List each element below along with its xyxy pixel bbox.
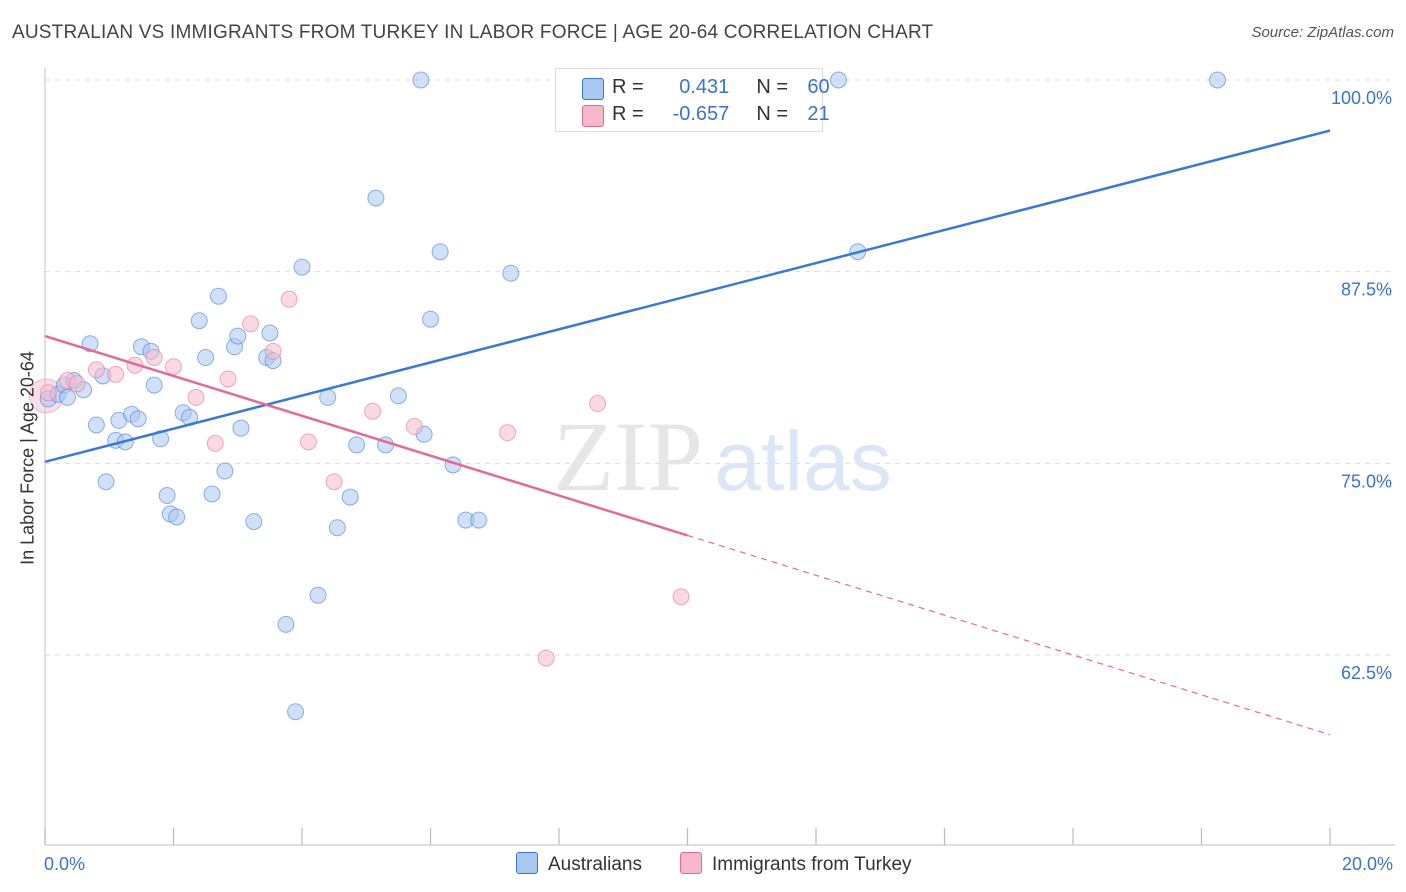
data-point [470,511,488,529]
data-point [58,388,76,406]
legend-swatch-australians [516,852,538,874]
y-tick-label: 87.5% [1341,280,1392,300]
r-value: -0.657 [672,103,730,125]
data-point [158,487,176,505]
data-point [672,588,690,606]
trend-line-turkey-extension [687,534,1331,736]
data-point [165,358,182,376]
y-tick-label: 100.0% [1331,88,1392,108]
data-point [499,424,517,442]
data-point [367,189,385,207]
data-point [187,388,205,406]
bottom-legend-turkey[interactable]: Immigrants from Turkey [680,852,912,876]
data-point [145,349,163,367]
r-label: R = [612,103,644,125]
x-tick-label: 0.0% [44,854,85,874]
n-label: N = [756,103,789,125]
data-point [264,342,282,360]
watermark-zip: ZIP [553,401,703,512]
data-point [328,519,346,537]
n-value: 60 [807,76,830,98]
x-tick-label: 20.0% [1342,854,1393,874]
data-point [87,416,105,434]
data-point [287,703,305,721]
legend-swatch-australians [582,78,604,100]
data-point [107,365,125,383]
data-point [325,473,343,491]
legend-swatch-turkey [680,852,702,874]
data-point [168,508,186,526]
data-point [129,410,147,428]
data-point [219,370,237,388]
data-point [405,418,423,436]
data-point [245,513,263,531]
data-point [412,71,430,89]
data-point [829,71,847,89]
watermark-atlas: atlas [714,414,891,508]
data-point [293,258,311,276]
data-point [364,402,382,420]
data-point [209,287,227,305]
data-point [299,433,317,451]
legend-label-australians: Australians [548,854,642,875]
data-point [203,485,221,503]
data-point [87,361,105,379]
data-point [1209,71,1227,89]
bottom-legend-australians[interactable]: Australians [516,852,642,876]
legend-swatch-turkey [582,105,604,127]
trend-lines [44,129,1331,736]
data-point [431,243,449,261]
data-point [145,376,163,394]
data-point [319,388,337,406]
watermark: ZIP atlas [553,401,892,512]
r-value: 0.431 [679,76,730,98]
trend-line-turkey [44,334,688,537]
data-point [229,327,247,345]
data-point [232,419,250,437]
data-point [280,290,298,308]
data-point [206,434,224,452]
data-point [348,436,366,454]
data-point [589,395,607,413]
data-point [537,649,555,667]
data-point [422,310,439,328]
n-label: N = [756,76,789,98]
data-point [190,312,208,330]
data-point [309,586,327,604]
chart-title: AUSTRALIAN VS IMMIGRANTS FROM TURKEY IN … [12,22,934,43]
n-value: 21 [807,103,830,125]
gridlines [45,79,1395,656]
data-point [389,387,407,405]
data-point [242,315,260,333]
data-point [97,473,115,491]
source-credit: Source: ZipAtlas.com [1251,24,1394,41]
data-point [39,384,57,402]
data-point [261,324,279,342]
series-australians [28,71,1227,721]
data-point [502,264,520,282]
axes [44,68,1395,846]
tick-labels: 62.5% 75.0% 87.5% 100.0% 0.0% 20.0% [44,88,1393,874]
legend-label-turkey: Immigrants from Turkey [712,854,912,875]
data-point [68,375,86,393]
data-point [277,615,295,633]
y-tick-label: 75.0% [1341,471,1392,491]
r-label: R = [612,76,644,98]
series-immigrants-from-turkey [39,290,690,667]
y-axis-label: In Labor Force | Age 20-64 [17,351,38,565]
y-tick-label: 62.5% [1341,663,1392,683]
data-point [216,462,234,480]
stats-legend: R = 0.431 N = 60 R = -0.657 N = 21 [555,68,830,132]
trend-line-australians [44,129,1331,464]
data-point [197,349,215,367]
data-point [341,488,359,506]
